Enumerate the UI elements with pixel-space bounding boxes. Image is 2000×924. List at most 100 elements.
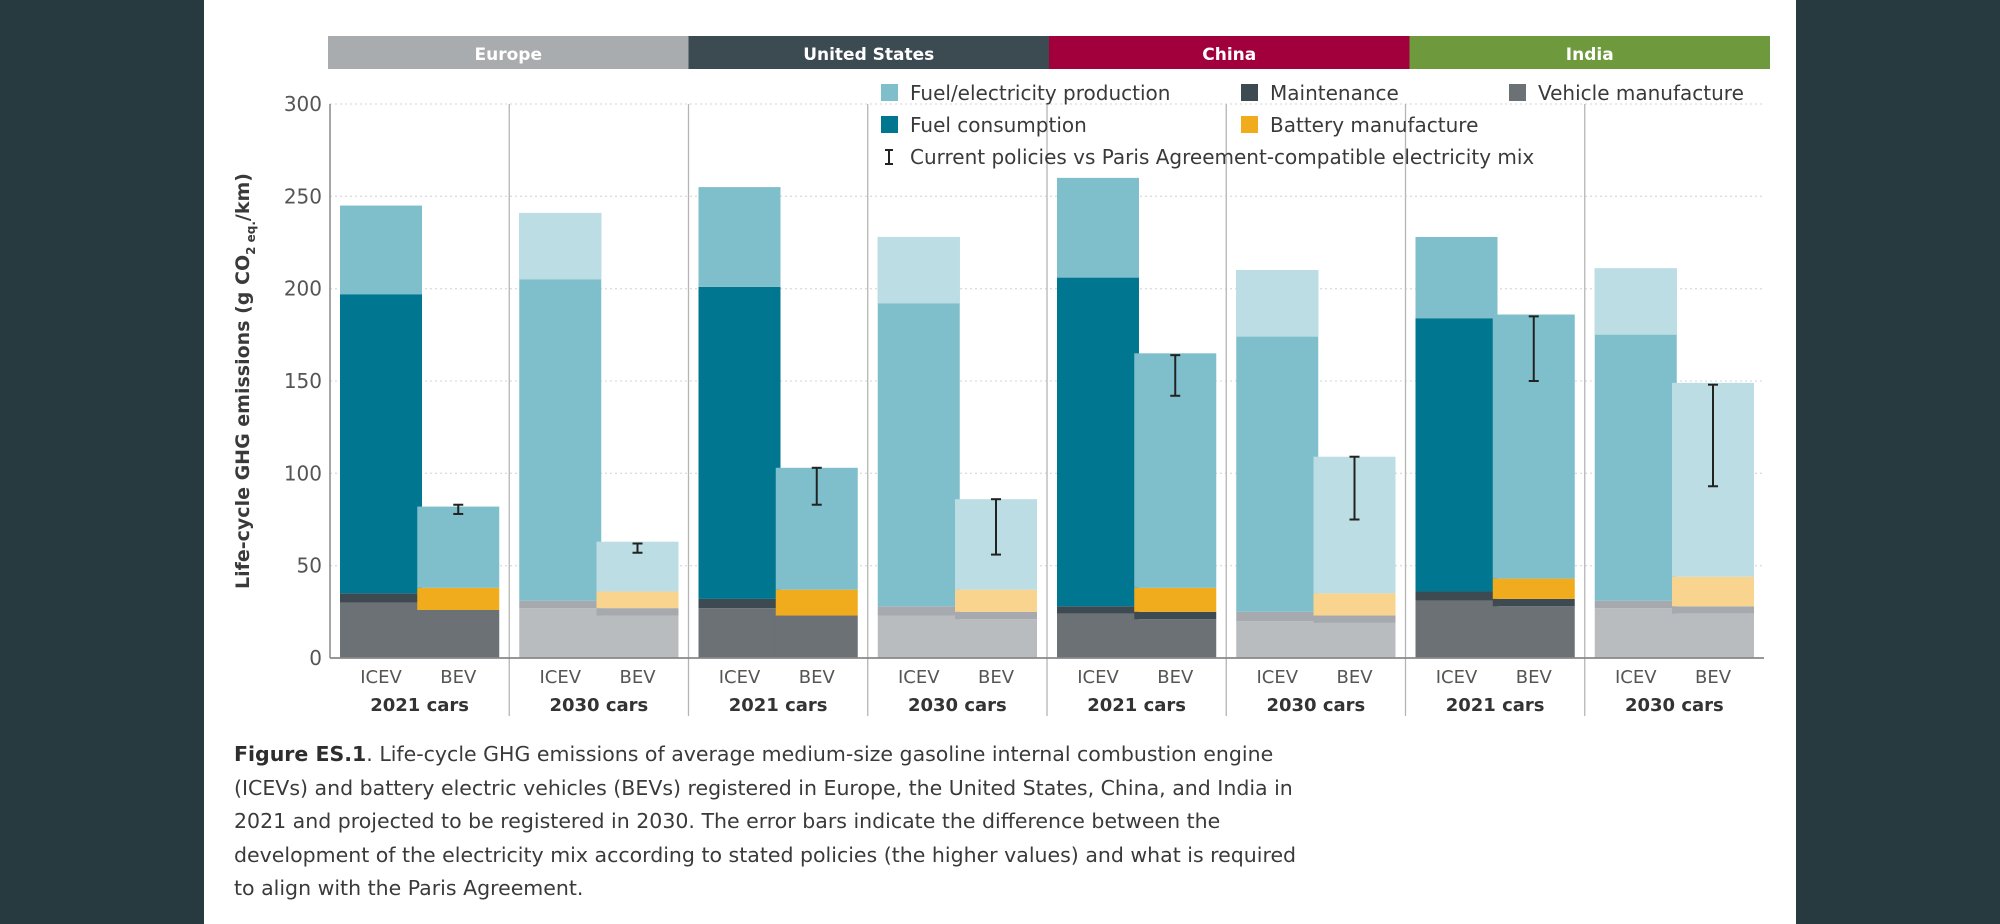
bar-segment-vehicle: [1492, 606, 1575, 658]
year-group-label: 2030 cars: [1625, 695, 1724, 716]
legend-swatch: [881, 84, 898, 101]
bar-segment-vehicle: [1672, 613, 1754, 658]
y-tick-label: 250: [284, 184, 322, 208]
bar-segment-vehicle: [955, 619, 1037, 658]
bar-segment-fuel-production-light: [519, 212, 602, 280]
x-category-label: ICEV: [539, 667, 581, 688]
bar-segment-vehicle: [1415, 600, 1498, 658]
y-axis-title: Life-cycle GHG emissions (g CO2 eq./km): [232, 173, 258, 589]
bar-segment-fuel-production: [417, 506, 500, 588]
x-category-label: BEV: [619, 667, 656, 688]
legend-label: Battery manufacture: [1270, 113, 1478, 137]
legend-label: Fuel consumption: [910, 113, 1087, 137]
bar-segment-maintenance: [596, 608, 679, 616]
legend-swatch: [1509, 84, 1526, 101]
bar-segment-vehicle: [698, 608, 781, 658]
legend-label: Vehicle manufacture: [1538, 81, 1744, 105]
legend-label: Current policies vs Paris Agreement-comp…: [910, 145, 1534, 169]
bar-segment-maintenance: [519, 600, 602, 609]
year-group-label: 2030 cars: [908, 695, 1007, 716]
bar-segment-maintenance: [1492, 598, 1575, 607]
region-band: [1409, 36, 1770, 69]
legend-label: Fuel/electricity production: [910, 81, 1170, 105]
y-tick-label: 50: [297, 554, 322, 578]
x-category-label: ICEV: [1615, 667, 1657, 688]
bar-segment-fuel-production: [1057, 177, 1139, 278]
region-band: [328, 36, 689, 69]
bar-segment-maintenance: [1057, 606, 1139, 614]
bar-segment-fuel-production-light: [877, 236, 960, 304]
x-category-label: BEV: [1695, 667, 1732, 688]
x-category-label: ICEV: [360, 667, 402, 688]
bar-segment-maintenance: [1134, 611, 1217, 620]
x-category-label: ICEV: [1256, 667, 1298, 688]
region-label: United States: [803, 45, 934, 65]
bar-segment-maintenance: [340, 593, 422, 603]
bar-segment-maintenance: [698, 598, 781, 609]
bar-segment-battery: [1313, 593, 1396, 616]
y-tick-label: 300: [284, 92, 322, 116]
bar-segment-maintenance: [1236, 611, 1319, 622]
bar-segment-maintenance: [877, 606, 960, 616]
bar-segment-fuel-consumption: [698, 286, 781, 599]
bar-segment-battery: [955, 589, 1037, 612]
x-category-label: ICEV: [1436, 667, 1478, 688]
year-group-label: 2021 cars: [370, 695, 469, 716]
legend-swatch: [881, 116, 898, 133]
y-tick-label: 0: [309, 646, 322, 670]
x-category-label: ICEV: [898, 667, 940, 688]
legend-swatch: [1241, 116, 1258, 133]
legend: Fuel/electricity production Maintenance Ve…: [881, 81, 1744, 169]
bar-segment-vehicle: [1057, 613, 1139, 658]
bar-segment-vehicle: [1313, 622, 1396, 658]
bar-segment-fuel-production-light: [1594, 268, 1677, 335]
x-category-label: ICEV: [1077, 667, 1119, 688]
caption-label: Figure ES.1: [234, 742, 367, 766]
x-category-label: BEV: [440, 667, 477, 688]
bar-segment-fuel-production: [698, 187, 781, 287]
legend-label: Maintenance: [1270, 81, 1399, 105]
year-group-label: 2030 cars: [1266, 695, 1365, 716]
bar-segment-battery: [417, 587, 500, 610]
bar-segment-maintenance: [1594, 600, 1677, 609]
bar-segment-fuel-consumption: [1415, 318, 1498, 592]
bar-segment-vehicle: [1236, 621, 1319, 658]
bar-segment-vehicle: [1134, 619, 1217, 658]
figure-page: Europe United States China India 0 50 100 150 2…: [204, 0, 1796, 924]
bar-segment-vehicle: [596, 615, 679, 658]
bar-segment-fuel-consumption: [1057, 277, 1139, 607]
x-category-label: BEV: [799, 667, 836, 688]
axes: 0 50 100 150 200 250 300 ICEV BEV ICEV BEV ICEV BEV I…: [284, 92, 1764, 716]
x-category-label: BEV: [1336, 667, 1373, 688]
bar-segment-fuel-production: [340, 205, 422, 295]
bar-segment-vehicle: [417, 609, 500, 658]
bar-segment-battery: [1672, 576, 1754, 607]
bar-segment-battery: [1492, 578, 1575, 599]
bar-segment-vehicle: [1594, 608, 1677, 658]
bars: [340, 177, 1754, 658]
region-label: India: [1566, 45, 1614, 65]
bar-segment-fuel-consumption: [340, 294, 422, 594]
year-group-label: 2021 cars: [1087, 695, 1186, 716]
year-group-label: 2021 cars: [1446, 695, 1545, 716]
region-header-bands: Europe United States China India: [328, 36, 1770, 69]
legend-swatch: [1241, 84, 1258, 101]
bar-segment-vehicle: [775, 615, 858, 658]
x-category-label: BEV: [978, 667, 1015, 688]
bar-segment-vehicle: [877, 615, 960, 658]
bar-segment-vehicle: [340, 602, 422, 658]
bar-segment-fuel-production: [1415, 236, 1498, 319]
bar-segment-maintenance: [1672, 606, 1754, 614]
region-band: [1049, 36, 1410, 69]
bar-segment-battery: [775, 589, 858, 616]
bar-segment-battery: [1134, 587, 1217, 612]
stacked-bar-chart: Europe United States China India 0 50 100 150 2…: [232, 36, 1770, 716]
x-category-label: ICEV: [719, 667, 761, 688]
bar-segment-maintenance: [955, 611, 1037, 620]
year-group-label: 2030 cars: [549, 695, 648, 716]
figure-caption: Figure ES.1. Life-cycle GHG emissions of…: [234, 738, 1314, 906]
region-label: China: [1202, 45, 1256, 65]
bar-segment-maintenance: [1415, 591, 1498, 601]
x-category-label: BEV: [1516, 667, 1553, 688]
region-band: [688, 36, 1049, 69]
